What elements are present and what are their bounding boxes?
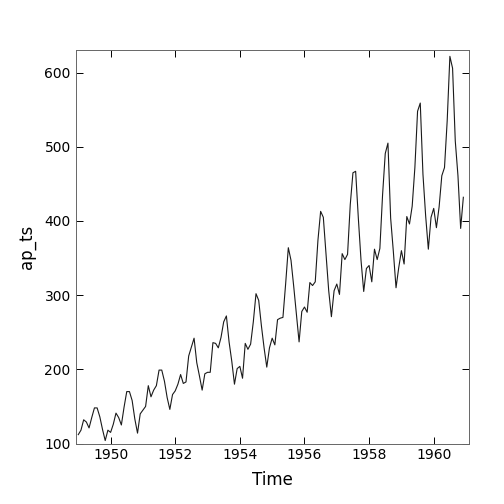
X-axis label: Time: Time: [251, 471, 293, 489]
Y-axis label: ap_ts: ap_ts: [18, 225, 36, 269]
